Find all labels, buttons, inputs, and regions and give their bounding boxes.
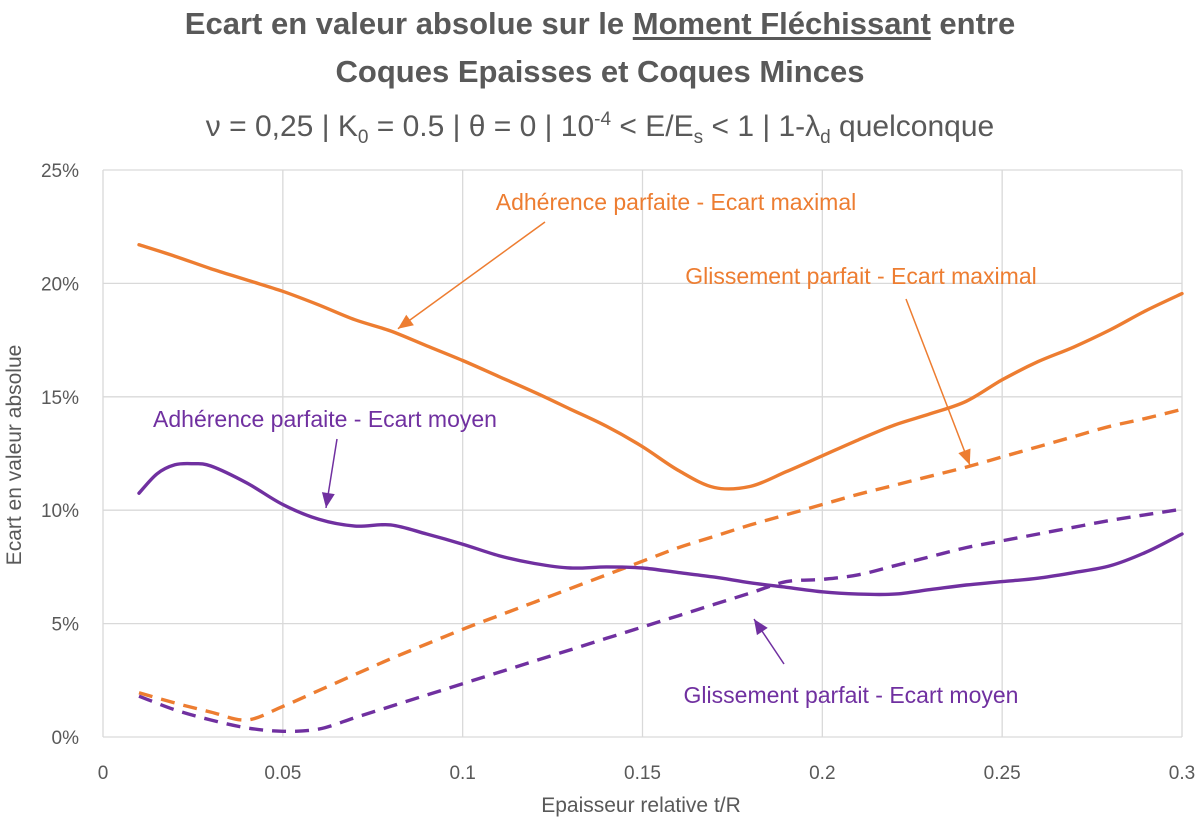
y-tick-label: 20% [41, 274, 79, 295]
series-line-1 [137, 243, 1184, 491]
chart-title-part1: Ecart en valeur absolue sur le [184, 6, 633, 41]
chart-title-underlined: Moment Fléchissant [632, 6, 931, 41]
chart-title-part2: entre [930, 6, 1016, 41]
series-layer [137, 243, 1184, 734]
subtitle-s1: ν = 0,25 | K [205, 110, 358, 143]
annotation-arrowhead [321, 492, 335, 508]
x-tick-label: 0.15 [624, 763, 661, 784]
y-tick-label: 15% [41, 388, 79, 409]
series-line-3 [137, 461, 1184, 597]
x-tick-label: 0.2 [809, 763, 835, 784]
x-tick-label: 0.1 [449, 763, 475, 784]
subtitle-sub1: 0 [357, 127, 369, 148]
x-tick-label: 0.25 [984, 763, 1021, 784]
x-tick-label: 0 [98, 763, 109, 784]
annotation-label: Adhérence parfaite - Ecart maximal [496, 189, 857, 215]
chart-subtitle: ν = 0,25 | K0 = 0.5 | θ = 0 | 10-4 < E/E… [0, 96, 1200, 162]
annotation-arrow-line [905, 298, 971, 466]
subtitle-sub2: s [693, 127, 704, 148]
annotation-label: Glissement parfait - Ecart moyen [684, 682, 1019, 708]
x-tick-label: 0.05 [264, 763, 301, 784]
chart-title-block: Ecart en valeur absolue sur le Moment Fl… [0, 0, 1200, 162]
annotation-label: Glissement parfait - Ecart maximal [685, 263, 1036, 289]
annotation-layer: Adhérence parfaite - Ecart maximal Glisse… [153, 189, 1037, 708]
y-tick-label: 0% [52, 728, 80, 749]
y-tick-label: 25% [41, 161, 79, 182]
y-tick-label: 5% [52, 615, 80, 636]
annotation-arrow-line [397, 221, 546, 330]
subtitle-s5: quelconque [830, 110, 995, 143]
x-axis-title: Epaisseur relative t/R [541, 794, 741, 817]
grid-layer [102, 169, 1183, 738]
y-tick-label: 10% [41, 501, 79, 522]
subtitle-sup1: -4 [594, 109, 612, 130]
annotation-label: Adhérence parfaite - Ecart moyen [153, 406, 497, 432]
subtitle-sub3: d [820, 127, 831, 148]
x-tick-label: 0.3 [1169, 763, 1195, 784]
series-line-4 [138, 507, 1183, 734]
annotation-arrowhead [753, 619, 768, 636]
subtitle-s4: < 1 | 1-λ [703, 110, 821, 143]
series-line-2 [138, 407, 1183, 722]
chart-title-line2: Coques Epaisses et Coques Minces [335, 54, 865, 89]
subtitle-s2: = 0.5 | θ = 0 | 10 [368, 110, 595, 143]
chart-title-line1: Ecart en valeur absolue sur le Moment Fl… [0, 0, 1200, 48]
tick-label-layer: 0% 5% 10% 15% 20% 25% 0 0.05 0.1 0.15 0.2 0.25 0.3 [41, 161, 1195, 784]
annotation-arrowhead [958, 448, 971, 465]
y-axis-title: Ecart en valeur absolue [3, 345, 26, 566]
annotation-arrowhead [397, 314, 414, 329]
subtitle-s3: < E/E [611, 110, 694, 143]
